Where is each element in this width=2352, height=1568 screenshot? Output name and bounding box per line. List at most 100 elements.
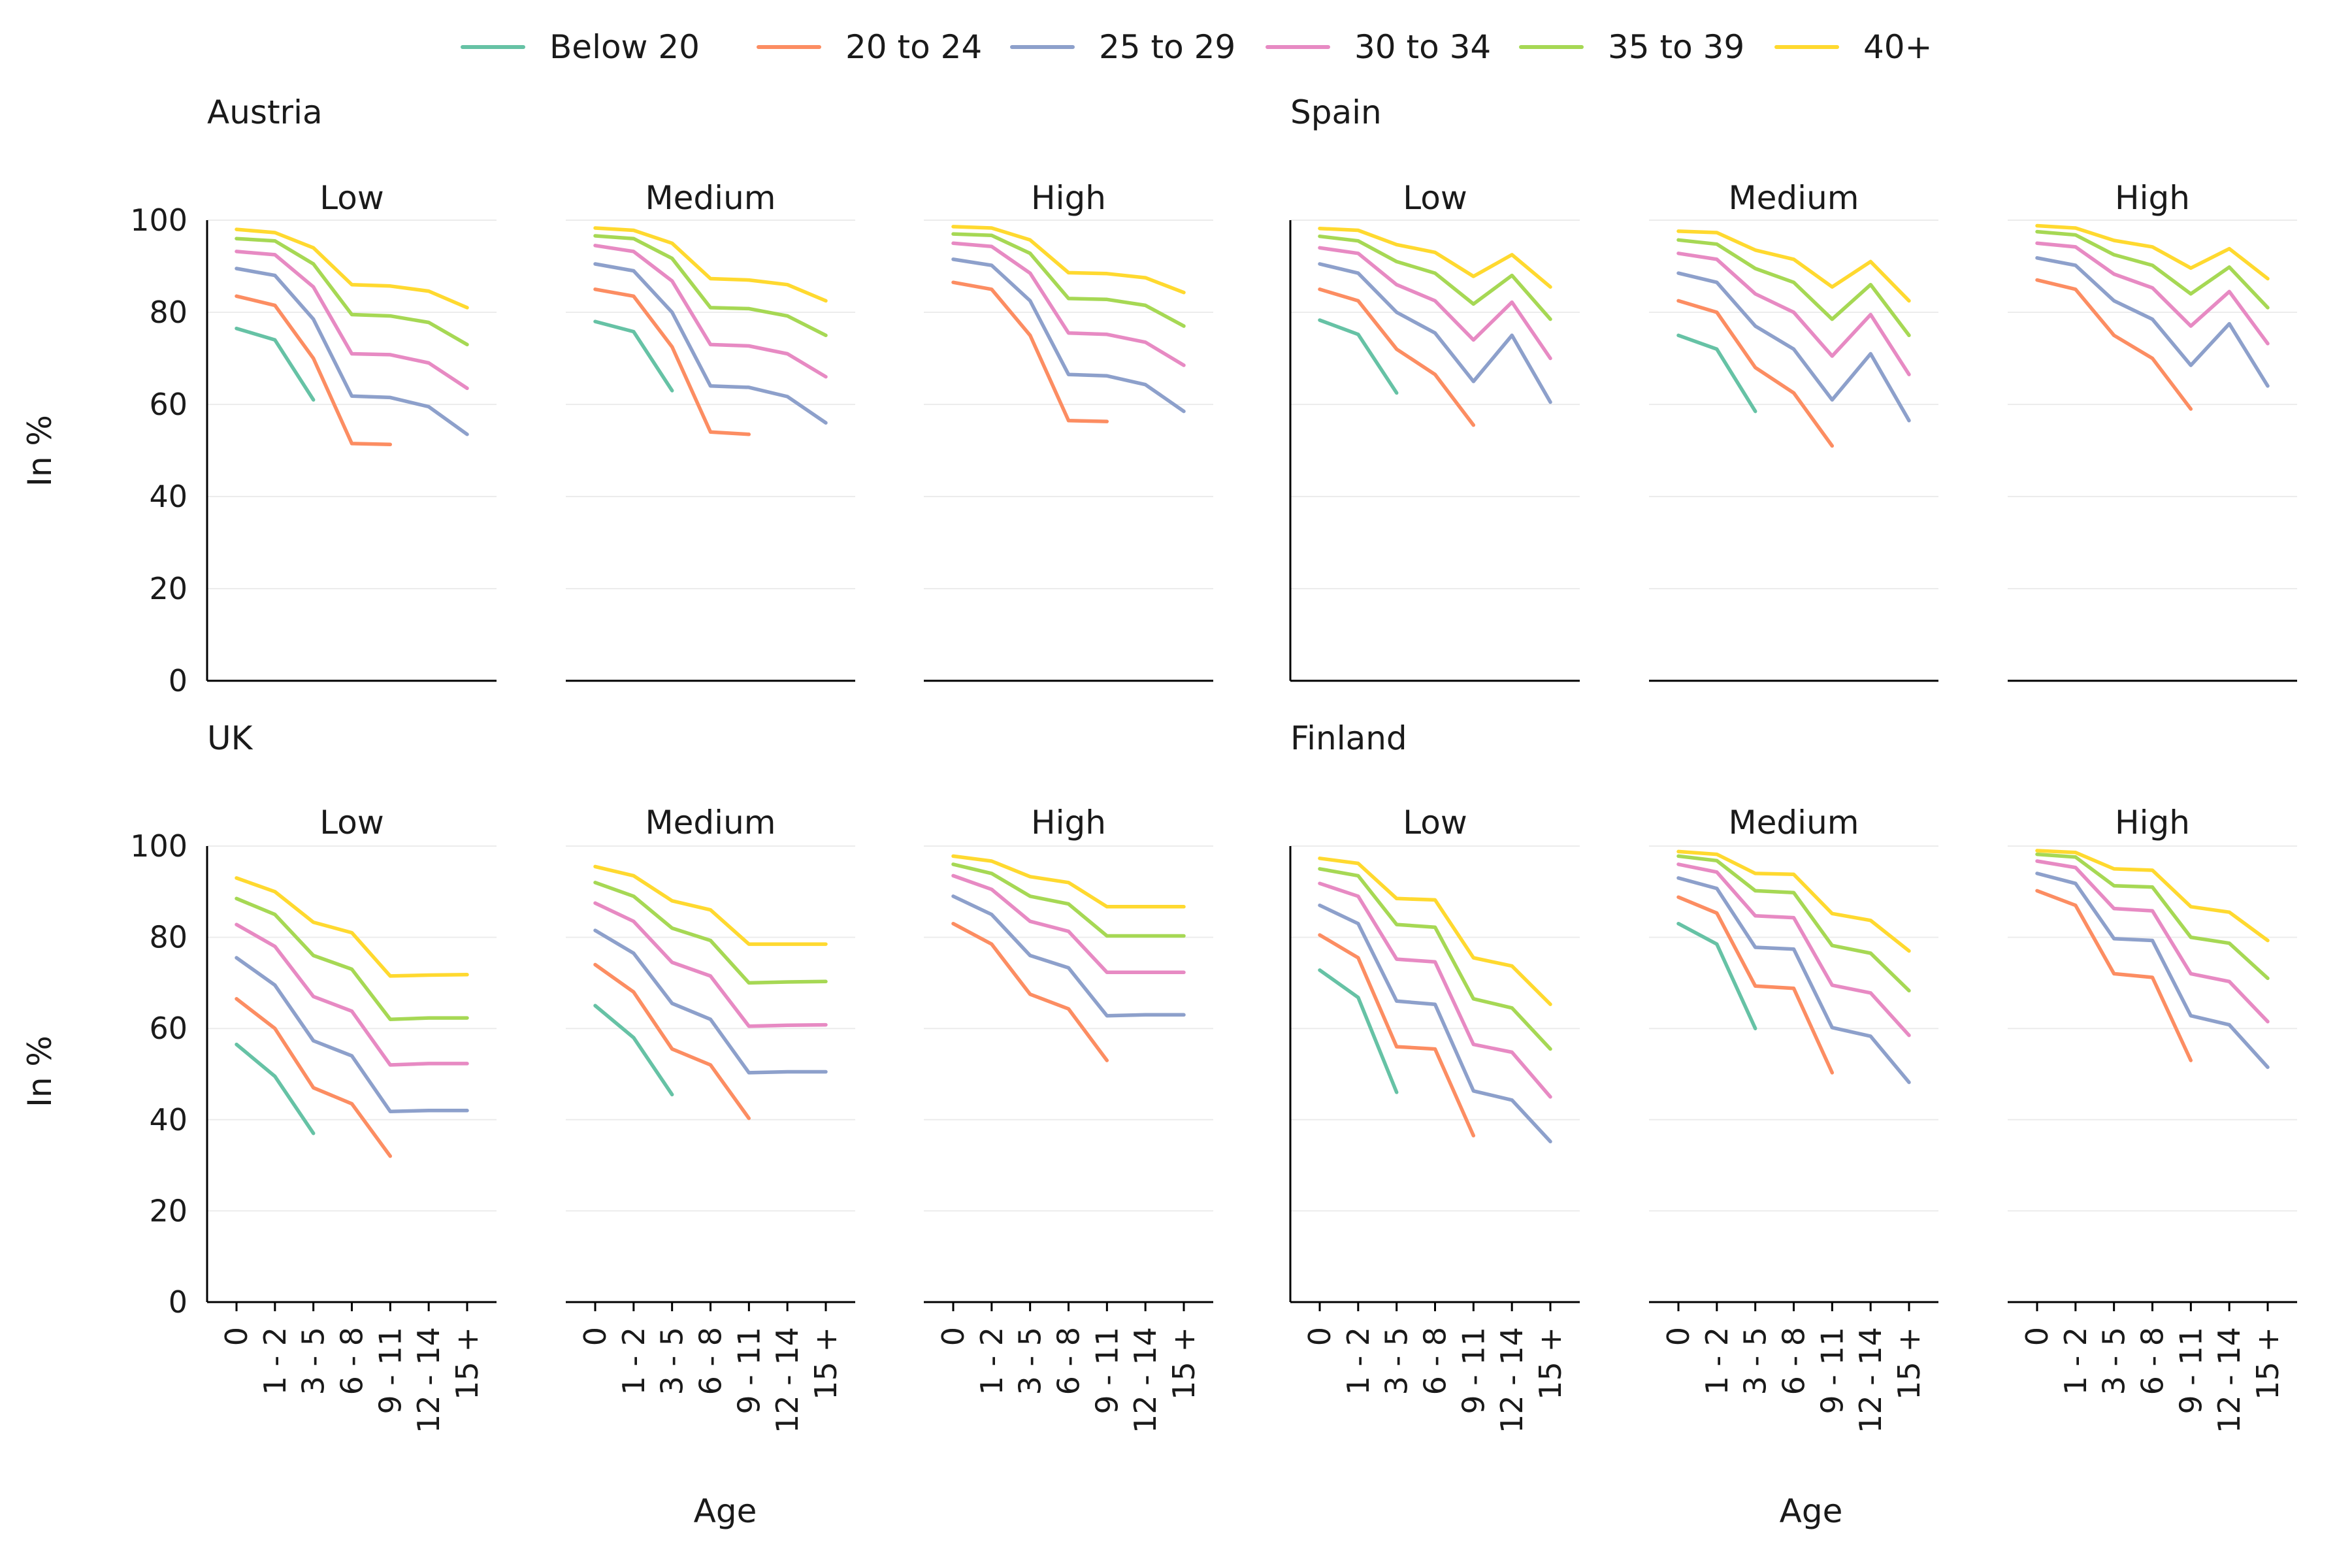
country-title: Spain <box>1290 93 1382 131</box>
series-line-35-to-39 <box>2035 852 2270 981</box>
x-tick-label: 1 - 2 <box>1699 1327 1735 1395</box>
series-line-40 <box>235 876 469 978</box>
series-line-30-to-34 <box>2035 859 2270 1024</box>
series-line-40 <box>951 854 1186 909</box>
x-tick-label: 15 + <box>1891 1327 1927 1400</box>
x-tick-label: 0 <box>578 1327 613 1346</box>
series-line-35-to-39 <box>235 237 469 347</box>
series-line-25-to-29 <box>1318 262 1552 404</box>
series-line-25-to-29 <box>593 262 828 425</box>
series-line-20-to-24 <box>235 997 393 1158</box>
country-title: Finland <box>1290 719 1407 757</box>
panel-spain-high: High <box>2008 179 2297 682</box>
x-tick-label: 6 - 8 <box>1418 1327 1453 1395</box>
series-line-20-to-24 <box>2035 278 2193 411</box>
legend-item-25-to-29: 25 to 29 <box>1010 28 1235 66</box>
series-line-35-to-39 <box>1676 238 1911 338</box>
series-line-below-20 <box>235 326 316 402</box>
panel-title: High <box>2115 179 2190 217</box>
series-line-20-to-24 <box>1318 933 1476 1137</box>
y-tick-label: 0 <box>169 663 188 698</box>
series-line-35-to-39 <box>2035 229 2270 310</box>
series-line-25-to-29 <box>1676 271 1911 423</box>
x-tick-label: 9 - 11 <box>372 1327 408 1414</box>
series-line-30-to-34 <box>951 874 1186 975</box>
series-line-20-to-24 <box>951 921 1109 1062</box>
x-tick-label: 1 - 2 <box>974 1327 1009 1395</box>
x-tick-label: 9 - 11 <box>1456 1327 1491 1414</box>
x-tick-label: 15 + <box>2250 1327 2285 1400</box>
country-spain: Spain Low Medium High <box>1289 93 2297 682</box>
x-tick-label: 6 - 8 <box>693 1327 728 1395</box>
series-line-below-20 <box>593 319 674 393</box>
panel-title: High <box>2115 804 2190 841</box>
x-tick-label: 6 - 8 <box>2135 1327 2170 1395</box>
panel-title: Medium <box>1729 804 1859 841</box>
series-line-35-to-39 <box>235 896 469 1021</box>
series-line-20-to-24 <box>593 287 751 436</box>
panel-title: Low <box>319 179 384 217</box>
x-tick-label: 12 - 14 <box>2212 1327 2247 1433</box>
series-line-40 <box>2035 849 2270 943</box>
x-tick-label: 6 - 8 <box>1051 1327 1086 1395</box>
series-line-20-to-24 <box>235 294 393 447</box>
series-line-30-to-34 <box>2035 241 2270 346</box>
series-line-30-to-34 <box>593 901 828 1028</box>
y-tick-label: 20 <box>149 571 188 606</box>
series-line-20-to-24 <box>951 280 1109 423</box>
x-axis-title-right: Age <box>1780 1492 1843 1530</box>
panel-title: Medium <box>645 179 776 217</box>
legend-label-30-to-34: 30 to 34 <box>1354 28 1491 66</box>
y-tick-label: 60 <box>149 1011 188 1046</box>
series-line-25-to-29 <box>2035 256 2270 388</box>
series-line-below-20 <box>1318 318 1399 395</box>
x-tick-label: 9 - 11 <box>2173 1327 2208 1414</box>
x-tick-label: 3 - 5 <box>296 1327 331 1395</box>
x-tick-label: 15 + <box>1166 1327 1201 1400</box>
series-line-25-to-29 <box>951 257 1186 414</box>
y-tick-label: 80 <box>149 920 188 955</box>
y-tick-label: 100 <box>130 828 188 864</box>
legend-item-below-20: Below 20 <box>461 28 700 66</box>
legend-label-25-to-29: 25 to 29 <box>1099 28 1235 66</box>
x-tick-label: 12 - 14 <box>1494 1327 1529 1433</box>
series-line-30-to-34 <box>951 241 1186 367</box>
legend-label-20-to-24: 20 to 24 <box>845 28 982 66</box>
x-tick-label: 3 - 5 <box>1379 1327 1414 1395</box>
series-line-40 <box>593 864 828 946</box>
series-line-40 <box>2035 223 2270 281</box>
x-tick-label: 6 - 8 <box>1776 1327 1812 1395</box>
x-tick-label: 3 - 5 <box>655 1327 690 1395</box>
series-line-40 <box>1676 229 1911 303</box>
series-line-40 <box>951 225 1186 295</box>
legend-item-35-to-39: 35 to 39 <box>1519 28 1744 66</box>
series-line-20-to-24 <box>1318 287 1476 427</box>
series-line-35-to-39 <box>1318 867 1552 1051</box>
series-line-20-to-24 <box>593 962 751 1120</box>
series-line-40 <box>1318 857 1552 1006</box>
x-tick-label: 0 <box>2019 1327 2055 1346</box>
series-line-20-to-24 <box>1676 895 1835 1075</box>
y-tick-label: 80 <box>149 295 188 330</box>
panels: Austria Low 0 20 40 60 80 100 Medium High Spain Low… <box>130 93 2297 1433</box>
series-line-30-to-34 <box>1318 881 1552 1099</box>
country-title: UK <box>207 719 253 757</box>
series-line-25-to-29 <box>1318 903 1552 1144</box>
panel-spain-low: Low <box>1289 179 1580 682</box>
x-tick-label: 9 - 11 <box>1089 1327 1124 1414</box>
series-line-25-to-29 <box>235 956 469 1113</box>
y-tick-label: 40 <box>149 479 188 514</box>
x-tick-label: 12 - 14 <box>770 1327 805 1433</box>
series-line-30-to-34 <box>235 923 469 1067</box>
country-austria: Austria Low 0 20 40 60 80 100 Medium High <box>130 93 1213 698</box>
series-line-below-20 <box>1676 333 1757 414</box>
x-tick-label: 15 + <box>1533 1327 1568 1400</box>
y-tick-label: 0 <box>169 1284 188 1320</box>
series-line-25-to-29 <box>951 894 1186 1018</box>
series-line-35-to-39 <box>1676 854 1911 993</box>
series-line-40 <box>593 226 828 303</box>
series-line-30-to-34 <box>1318 246 1552 361</box>
